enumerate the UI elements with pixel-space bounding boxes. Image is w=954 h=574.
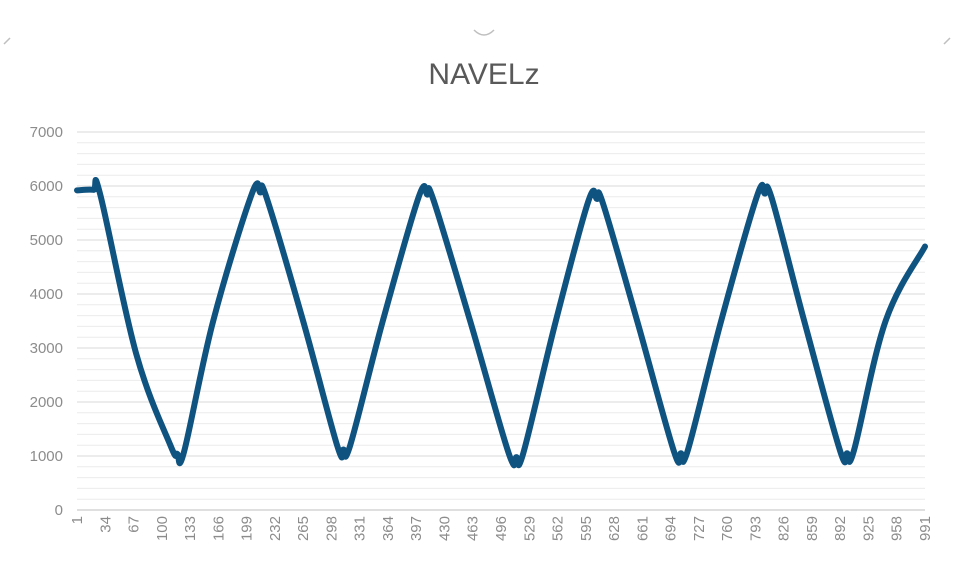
x-tick-label: 166 [210, 516, 227, 541]
x-tick-label: 628 [606, 516, 623, 541]
y-tick-label: 7000 [30, 124, 63, 141]
x-tick-label: 760 [719, 516, 736, 541]
partial-overlay-icon [473, 29, 495, 36]
x-tick-label: 1 [69, 516, 86, 524]
x-tick-label: 199 [239, 516, 256, 541]
y-tick-label: 1000 [30, 448, 63, 465]
x-tick-label: 727 [691, 516, 708, 541]
x-tick-label: 397 [408, 516, 425, 541]
x-tick-label: 430 [436, 516, 453, 541]
y-axis-tick-labels: 0 1000 2000 3000 4000 5000 6000 7000 [30, 124, 63, 519]
gridlines [77, 131, 925, 511]
x-tick-label: 991 [917, 516, 934, 541]
x-tick-label: 265 [295, 516, 312, 541]
x-tick-label: 859 [804, 516, 821, 541]
x-tick-label: 463 [465, 516, 482, 541]
x-tick-label: 364 [380, 516, 397, 541]
x-axis-tick-labels: 1 34 67 100 133 166 199 232 265 298 331 364 397 430 46… [69, 516, 934, 541]
x-tick-label: 34 [97, 516, 114, 533]
x-tick-label: 232 [267, 516, 284, 541]
x-tick-label: 67 [126, 516, 143, 533]
top-right-corner-mark [943, 37, 951, 45]
y-tick-label: 3000 [30, 340, 63, 357]
top-left-corner-mark [3, 37, 11, 45]
chart-title: NAVELz [428, 58, 539, 91]
y-tick-label: 4000 [30, 286, 63, 303]
series-layer [74, 176, 928, 469]
x-tick-label: 529 [521, 516, 538, 541]
y-tick-label: 2000 [30, 394, 63, 411]
x-tick-label: 694 [663, 516, 680, 541]
x-tick-label: 793 [747, 516, 764, 541]
x-tick-label: 100 [154, 516, 171, 541]
series-line [74, 176, 928, 469]
x-tick-label: 958 [889, 516, 906, 541]
x-tick-label: 661 [634, 516, 651, 541]
y-tick-label: 6000 [30, 178, 63, 195]
x-tick-label: 133 [182, 516, 199, 541]
x-tick-label: 496 [493, 516, 510, 541]
x-tick-label: 562 [550, 516, 567, 541]
x-tick-label: 331 [352, 516, 369, 541]
x-tick-label: 298 [323, 516, 340, 541]
x-tick-label: 892 [832, 516, 849, 541]
x-tick-label: 925 [860, 516, 877, 541]
y-tick-label: 5000 [30, 232, 63, 249]
x-tick-label: 826 [776, 516, 793, 541]
x-tick-label: 595 [578, 516, 595, 541]
y-tick-label: 0 [55, 502, 63, 519]
